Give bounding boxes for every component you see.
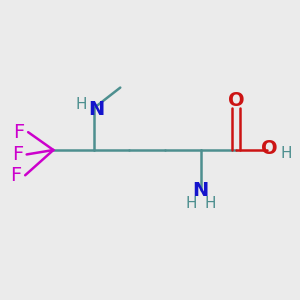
Text: H: H	[76, 97, 87, 112]
Text: O: O	[261, 139, 277, 158]
Text: F: F	[12, 145, 23, 164]
Text: H: H	[185, 196, 197, 211]
Text: N: N	[88, 100, 105, 119]
Text: H: H	[280, 146, 292, 161]
Text: O: O	[228, 92, 244, 110]
Text: F: F	[11, 166, 22, 185]
Text: F: F	[14, 123, 25, 142]
Text: N: N	[192, 181, 209, 200]
Text: H: H	[204, 196, 216, 211]
